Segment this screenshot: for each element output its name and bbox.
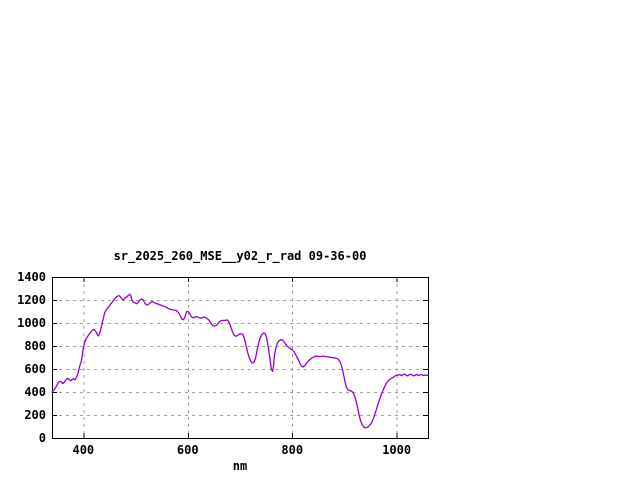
y-tick-label: 800 xyxy=(24,339,46,353)
y-tick-label: 400 xyxy=(24,385,46,399)
spectral-curve xyxy=(51,293,429,429)
chart-title: sr_2025_260_MSE__y02_r_rad 09-36-00 xyxy=(113,249,367,263)
x-tick-label: 600 xyxy=(176,443,199,457)
y-tick-label: 0 xyxy=(38,431,46,445)
x-axis-title: nm xyxy=(232,459,248,473)
x-tick-label: 800 xyxy=(281,443,304,457)
y-tick-label: 1000 xyxy=(17,316,46,330)
plot-border xyxy=(52,277,429,439)
y-tick-label: 1400 xyxy=(17,270,46,284)
y-tick-label: 1200 xyxy=(17,293,46,307)
x-tick-label: 400 xyxy=(72,443,95,457)
x-tick-label: 1000 xyxy=(382,443,412,457)
y-tick-label: 600 xyxy=(24,362,46,376)
y-tick-label: 200 xyxy=(24,408,46,422)
